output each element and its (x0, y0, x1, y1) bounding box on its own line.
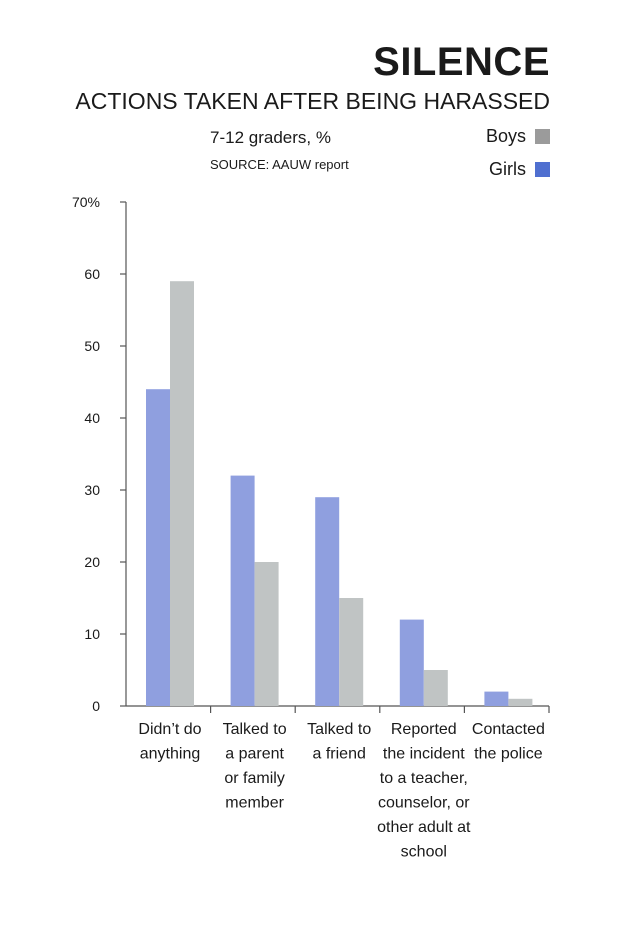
legend-swatch-girls (535, 162, 550, 177)
bar-boys-2 (339, 598, 364, 706)
chart-title: SILENCE (373, 40, 550, 84)
legend-label-girls: Girls (489, 159, 526, 179)
source-note: SOURCE: AAUW report (210, 157, 349, 172)
bar-girls-2 (315, 497, 340, 706)
bar-girls-3 (399, 619, 424, 706)
y-tick-label: 0 (92, 698, 100, 714)
category-label: to a teacher, (380, 770, 468, 787)
category-label: Reported (391, 721, 457, 738)
category-label: school (401, 844, 447, 861)
category-label: a parent (225, 746, 284, 763)
category-label: anything (140, 746, 201, 763)
category-label: the incident (383, 746, 465, 763)
category-label: member (225, 795, 284, 812)
y-tick-label: 40 (84, 410, 100, 426)
chart-subtitle: ACTIONS TAKEN AFTER BEING HARASSED (75, 88, 550, 114)
y-tick-label: 60 (84, 266, 100, 282)
y-tick-label: 30 (84, 482, 100, 498)
bar-girls-1 (230, 475, 255, 706)
y-tick-label: 20 (84, 554, 100, 570)
bar-girls-0 (146, 389, 170, 706)
category-label: the police (474, 746, 543, 763)
legend-label-boys: Boys (485, 126, 526, 146)
category-label: counselor, or (378, 795, 470, 812)
bar-boys-0 (170, 281, 194, 706)
bar-boys-3 (423, 670, 448, 706)
category-label: or family (224, 770, 284, 787)
y-tick-label: 10 (84, 626, 100, 642)
category-label: Didn’t do (138, 721, 201, 738)
y-tick-label: 50 (84, 338, 100, 354)
y-tick-label: 70% (72, 194, 100, 210)
legend-item-girls: Girls (489, 159, 550, 180)
category-label: Talked to (223, 721, 287, 738)
units-note: 7-12 graders, % (210, 128, 331, 147)
category-label: a friend (313, 746, 366, 763)
bar-girls-4 (484, 691, 509, 706)
legend-item-boys: Boys (486, 126, 550, 147)
category-label: Talked to (307, 721, 371, 738)
legend-swatch-boys (535, 129, 550, 144)
category-label: other adult at (377, 819, 471, 836)
bar-boys-4 (508, 698, 533, 706)
category-label: Contacted (472, 721, 545, 738)
bar-boys-1 (254, 562, 279, 706)
